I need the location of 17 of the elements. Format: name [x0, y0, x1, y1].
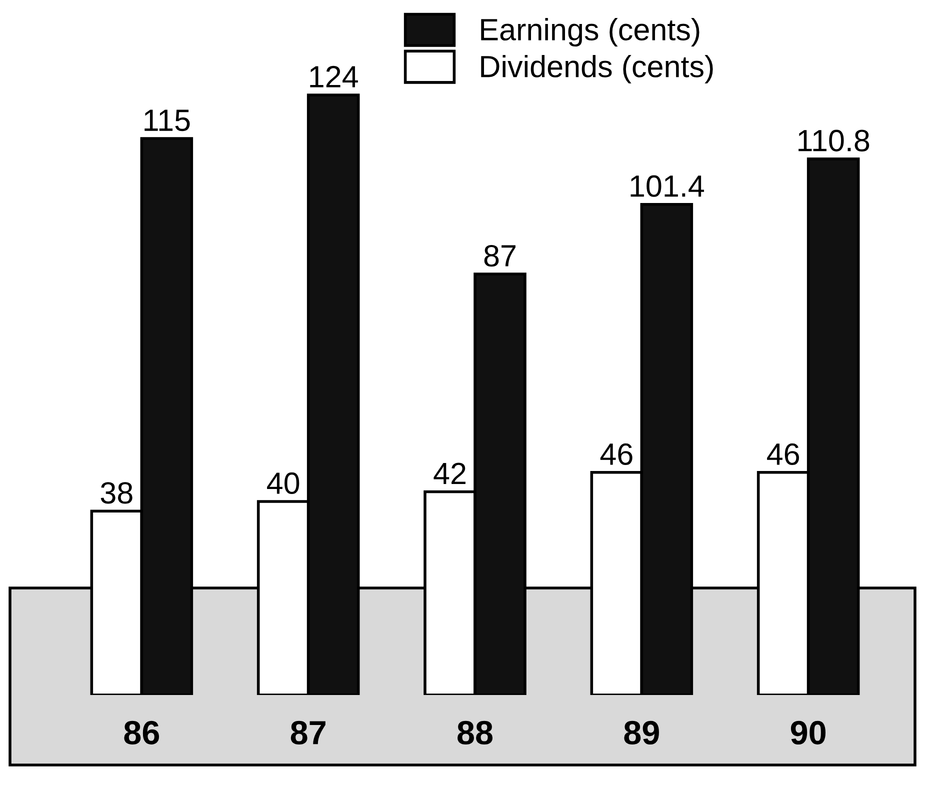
x-tick-label: 87: [290, 720, 326, 744]
data-label: 40: [267, 472, 300, 494]
x-tick-label: 88: [458, 720, 493, 744]
legend-label: Earnings (cents): [481, 18, 700, 47]
x-tick-label: 89: [624, 720, 659, 744]
data-label: 124: [310, 66, 358, 88]
data-label: 110.8: [798, 130, 870, 152]
x-tick-label: 86: [124, 720, 159, 744]
data-label: 46: [767, 443, 799, 465]
data-label: 87: [484, 244, 516, 267]
data-label: 101.4: [630, 175, 704, 197]
data-label: 38: [100, 482, 132, 504]
legend-label: Dividends (cents): [481, 54, 713, 84]
data-label: 42: [434, 462, 466, 484]
data-label: 115: [144, 110, 190, 132]
data-label: 46: [600, 443, 632, 465]
x-tick-label: 90: [790, 720, 826, 744]
